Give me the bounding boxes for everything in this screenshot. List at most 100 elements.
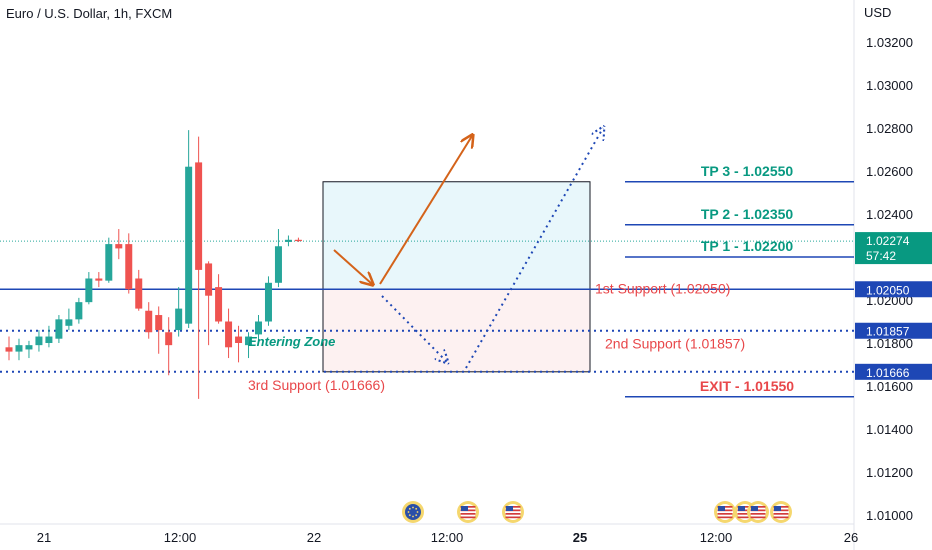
candle-body — [35, 336, 43, 346]
candle-body — [245, 336, 253, 346]
blue-path-up — [465, 128, 603, 369]
candle-body — [235, 336, 243, 343]
candle-body — [85, 278, 93, 303]
x-tick-label: 22 — [307, 530, 321, 545]
candle-body — [294, 239, 302, 242]
candle — [205, 261, 213, 346]
candle — [294, 237, 302, 242]
orange-arrow-down — [333, 249, 372, 284]
current-price-countdown: 57:42 — [866, 249, 896, 263]
eu-flag-star — [408, 514, 411, 517]
candle — [135, 269, 143, 311]
y-tick-label: 1.03000 — [866, 78, 913, 93]
candle-body — [175, 308, 183, 331]
candle — [284, 235, 292, 247]
candle — [105, 237, 113, 283]
candle — [235, 325, 243, 363]
us-flag-canton — [461, 506, 468, 511]
candle-body — [274, 246, 282, 283]
candle — [185, 130, 193, 328]
us-flag-stripe — [717, 516, 733, 519]
candle — [95, 272, 103, 288]
eu-flag-field — [405, 504, 421, 520]
candle — [225, 308, 233, 359]
us-flag-stripe — [750, 513, 766, 515]
candle-body — [165, 332, 173, 346]
y-tick-label: 1.02600 — [866, 164, 913, 179]
candle-body — [5, 347, 13, 352]
x-tick-label: 12:00 — [431, 530, 464, 545]
profit-zone — [322, 181, 591, 290]
candle-body — [255, 321, 262, 335]
candle-body — [195, 162, 203, 270]
us-flag-icon — [457, 501, 479, 523]
y-tick-label: 1.01000 — [866, 508, 913, 523]
candle — [55, 315, 63, 343]
candle-body — [155, 315, 163, 331]
candle — [75, 297, 83, 324]
y-tick-label: 1.01400 — [866, 422, 913, 437]
us-flag-stripe — [717, 513, 733, 515]
candle — [155, 306, 163, 354]
candle-body — [145, 310, 153, 333]
us-flag-stripe — [737, 513, 753, 515]
candle-body — [135, 278, 143, 309]
target-label-4: EXIT - 1.01550 — [700, 378, 794, 394]
candle — [35, 330, 43, 352]
x-tick-label: 12:00 — [700, 530, 733, 545]
annotations — [333, 128, 603, 369]
currency-label: USD — [864, 5, 891, 20]
us-flag-stripe — [773, 513, 789, 515]
price-badge-label: 1.02050 — [866, 283, 910, 297]
us-flag-icon — [502, 501, 524, 523]
y-tick-label: 1.01800 — [866, 336, 913, 351]
target-label-1: TP 3 - 1.02550 — [701, 163, 794, 179]
price-badge-label: 1.01857 — [866, 325, 910, 339]
candle — [195, 136, 203, 399]
candle — [85, 272, 93, 305]
us-flag-stripe — [505, 513, 521, 515]
y-tick-label: 1.02400 — [866, 207, 913, 222]
eu-flag-star — [412, 515, 414, 518]
y-tick-label: 1.03200 — [866, 35, 913, 50]
y-tick-label: 1.01200 — [866, 465, 913, 480]
x-tick-label: 21 — [37, 530, 51, 545]
us-flag-stripe — [737, 516, 753, 519]
candle-body — [115, 244, 123, 249]
candle-body — [264, 282, 272, 322]
candle-body — [75, 302, 83, 320]
x-axis: 21 12:00 22 12:00 25 12:00 26 — [37, 530, 858, 545]
candle — [175, 287, 183, 337]
candle — [115, 229, 123, 260]
candle-body — [65, 319, 73, 326]
candle-body — [15, 345, 23, 352]
x-tick-label: 26 — [844, 530, 858, 545]
us-flag-canton — [506, 506, 513, 511]
candle-body — [215, 287, 223, 322]
support-label-3: 3rd Support (1.01666) — [248, 377, 385, 393]
us-flag-canton — [718, 506, 725, 511]
us-flag-stripe — [773, 516, 789, 519]
candles — [5, 130, 302, 399]
event-icons — [402, 501, 792, 523]
price-badge — [855, 322, 932, 339]
candle — [255, 315, 262, 341]
candle — [245, 332, 253, 359]
us-flag-stripe — [460, 513, 476, 515]
eu-flag-star — [416, 511, 419, 513]
candle — [5, 336, 13, 361]
candle — [274, 229, 282, 288]
x-tick-label: 12:00 — [164, 530, 197, 545]
candle — [215, 274, 223, 324]
chart-title: Euro / U.S. Dollar, 1h, FXCM — [6, 6, 172, 21]
candle-body — [185, 166, 193, 324]
candle — [264, 276, 272, 326]
candle-body — [284, 239, 292, 242]
target-label-2: TP 2 - 1.02350 — [701, 206, 794, 222]
eu-flag-icon — [402, 501, 424, 523]
eu-flag-star — [412, 506, 414, 509]
candle — [25, 340, 33, 359]
orange-arrow-up — [379, 136, 472, 285]
candle-body — [45, 336, 53, 343]
